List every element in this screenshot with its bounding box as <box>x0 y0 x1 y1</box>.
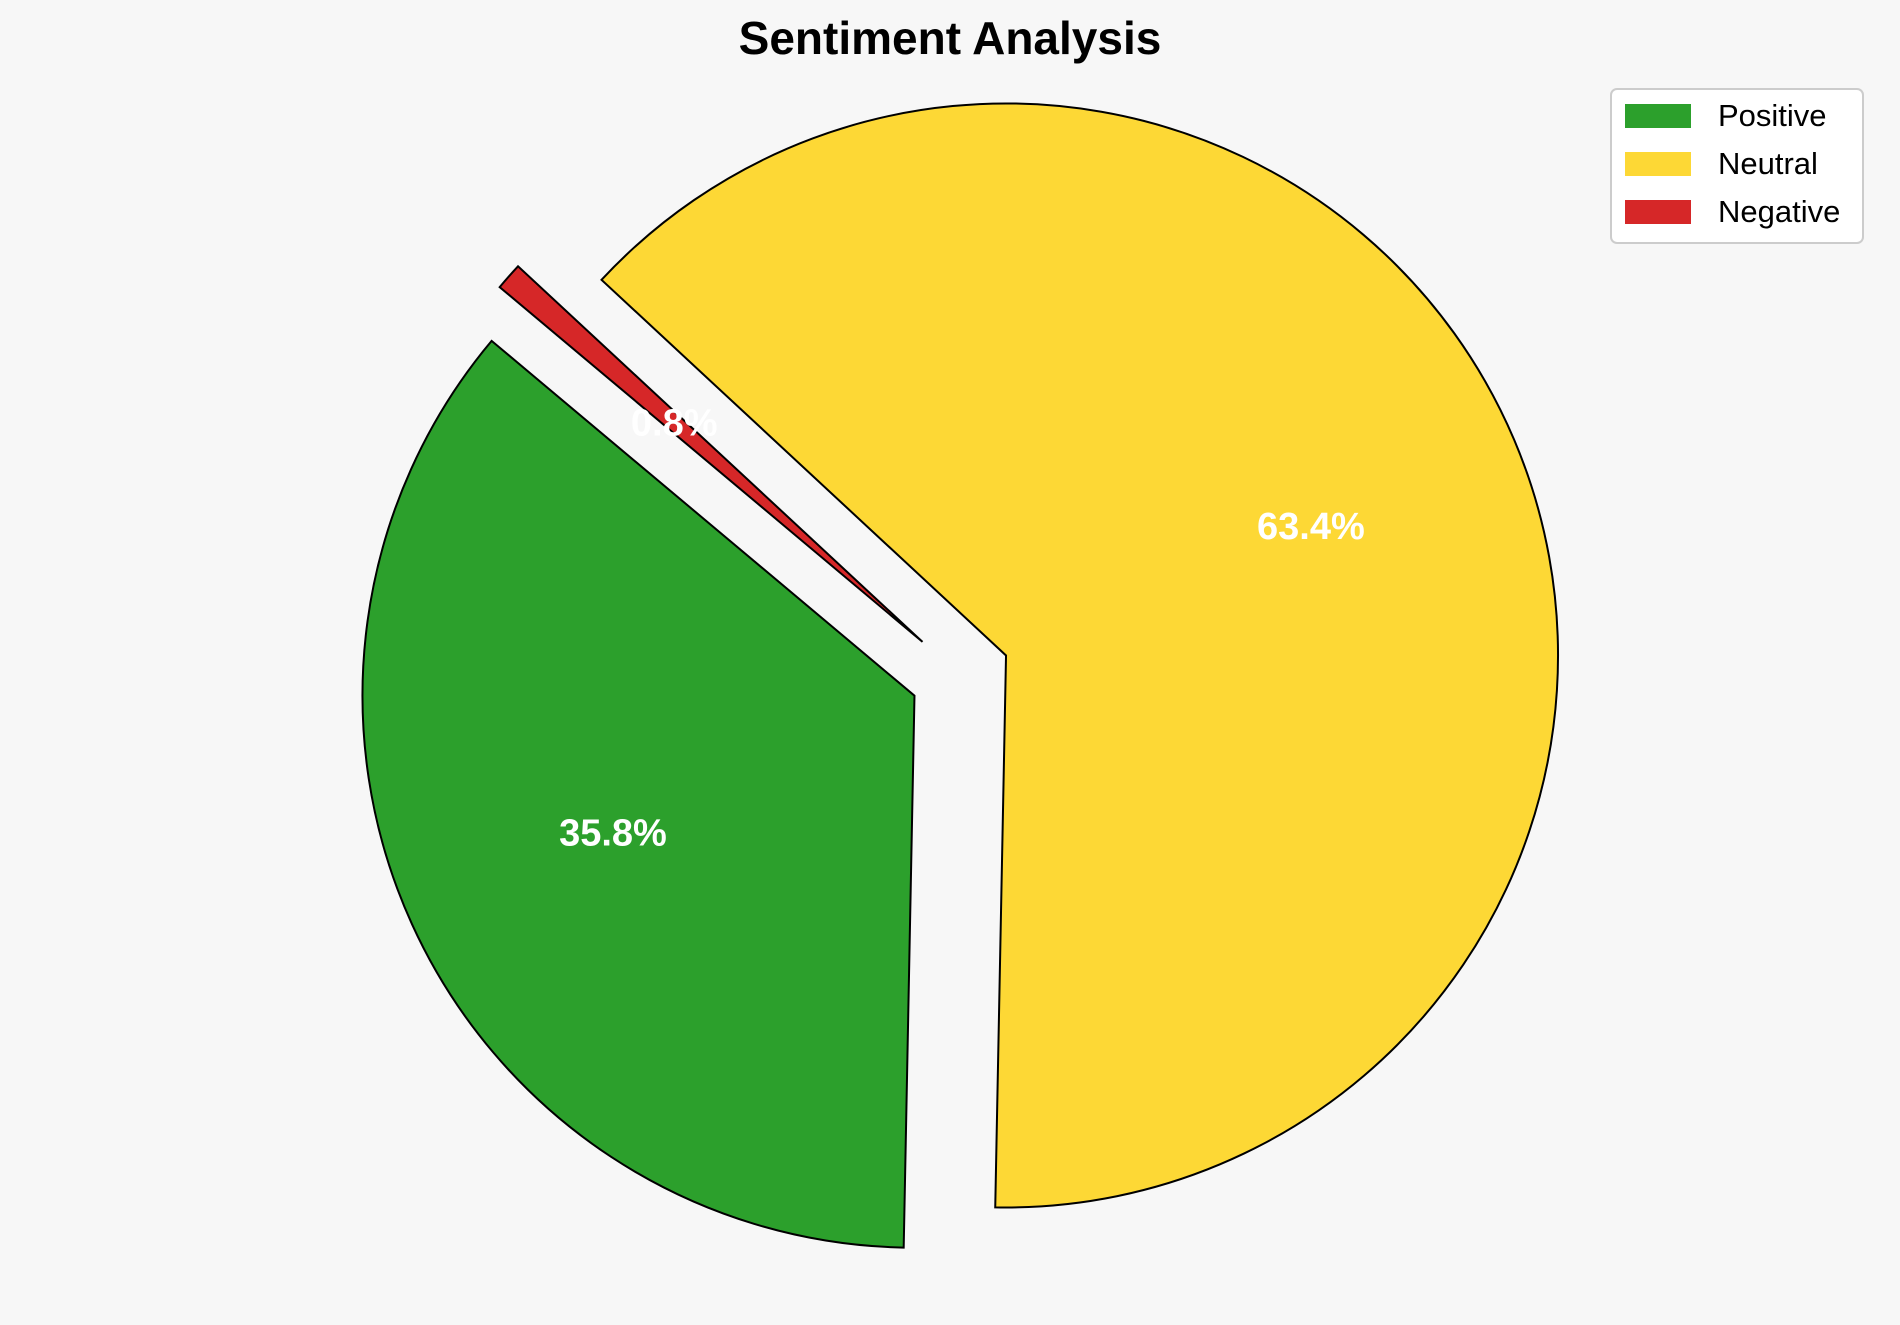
pie-slice-neutral <box>600 102 1560 1209</box>
pie-slice-negative <box>498 264 924 643</box>
legend: Positive Neutral Negative <box>1610 88 1864 244</box>
pie-slice-positive <box>361 339 916 1249</box>
legend-label-positive: Positive <box>1718 98 1827 133</box>
chart-title: Sentiment Analysis <box>739 12 1162 64</box>
slice-label-negative: 0.8% <box>631 403 718 445</box>
pie-slices <box>361 102 1560 1249</box>
legend-swatch-neutral <box>1625 152 1691 176</box>
legend-label-negative: Negative <box>1718 194 1840 229</box>
legend-swatch-positive <box>1625 104 1691 128</box>
slice-label-neutral: 63.4% <box>1257 506 1365 548</box>
slice-label-positive: 35.8% <box>559 813 667 855</box>
legend-label-neutral: Neutral <box>1718 146 1818 181</box>
legend-swatch-negative <box>1625 200 1691 224</box>
pie-slice-labels: 35.8% 63.4% 0.8% <box>559 403 1365 855</box>
